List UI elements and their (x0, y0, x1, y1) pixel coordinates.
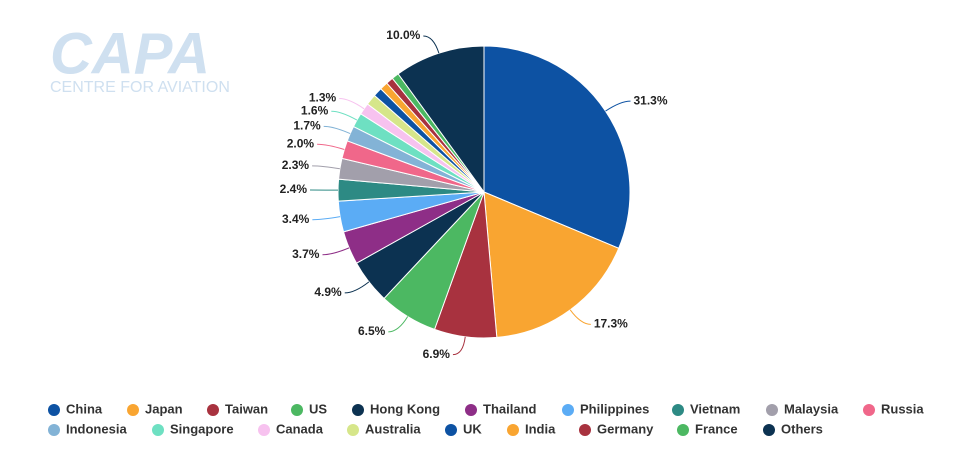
legend-label: India (525, 421, 556, 436)
legend-label: Taiwan (225, 401, 268, 416)
legend-item[interactable]: Hong Kong (352, 401, 440, 416)
legend-marker (352, 404, 364, 416)
legend-marker (258, 424, 270, 436)
legend-label: Japan (145, 401, 183, 416)
connector (452, 336, 466, 356)
connector (388, 316, 409, 333)
legend-marker (579, 424, 591, 436)
connector (331, 110, 358, 121)
data-label: 6.9% (423, 347, 451, 361)
legend-label: Canada (276, 421, 324, 436)
logo-title: CAPA (50, 21, 210, 86)
legend-item[interactable]: Taiwan (207, 401, 268, 416)
legend-label: Others (781, 421, 823, 436)
legend-marker (677, 424, 689, 436)
legend-marker (465, 404, 477, 416)
legend-marker (152, 424, 164, 436)
legend-label: Thailand (483, 401, 537, 416)
data-label: 1.7% (293, 119, 321, 133)
data-label: 2.0% (287, 136, 315, 150)
legend-item[interactable]: Malaysia (766, 401, 839, 416)
legend-item[interactable]: India (507, 421, 556, 436)
connector (339, 98, 365, 110)
legend-label: France (695, 421, 738, 436)
data-label: 4.9% (314, 285, 342, 299)
legend-label: Indonesia (66, 421, 127, 436)
legend-item[interactable]: Canada (258, 421, 324, 436)
legend-label: Australia (365, 421, 421, 436)
legend-marker (672, 404, 684, 416)
legend-label: Germany (597, 421, 654, 436)
legend-item[interactable]: US (291, 401, 327, 416)
data-label: 1.6% (301, 103, 329, 117)
legend-label: Singapore (170, 421, 234, 436)
data-label: 17.3% (594, 317, 628, 331)
legend-marker (291, 404, 303, 416)
logo-subtitle: CENTRE FOR AVIATION (50, 79, 230, 96)
legend-marker (347, 424, 359, 436)
connector (423, 35, 440, 54)
connector (312, 165, 340, 170)
legend-label: US (309, 401, 327, 416)
legend-marker (48, 424, 60, 436)
data-label: 10.0% (386, 28, 420, 42)
legend-label: China (66, 401, 103, 416)
legend-item[interactable]: Thailand (465, 401, 537, 416)
legend-marker (127, 404, 139, 416)
connector (344, 281, 370, 294)
connector (317, 143, 345, 150)
legend-item[interactable]: Indonesia (48, 421, 127, 436)
data-label: 31.3% (634, 93, 668, 107)
legend-label: Hong Kong (370, 401, 440, 416)
legend-item[interactable]: Others (763, 421, 823, 436)
connector (569, 309, 591, 325)
legend-marker (445, 424, 457, 436)
data-label: 3.4% (282, 212, 310, 226)
legend-item[interactable]: Singapore (152, 421, 234, 436)
legend-item[interactable]: Japan (127, 401, 183, 416)
pie-slice (483, 45, 631, 249)
legend-item[interactable]: Vietnam (672, 401, 740, 416)
legend-label: Philippines (580, 401, 649, 416)
legend-item[interactable]: China (48, 401, 103, 416)
legend-marker (48, 404, 60, 416)
legend-item[interactable]: France (677, 421, 738, 436)
data-label: 2.4% (280, 182, 308, 196)
legend-label: Vietnam (690, 401, 740, 416)
legend-marker (562, 404, 574, 416)
connector (605, 100, 631, 112)
legend-marker (766, 404, 778, 416)
data-label: 1.3% (309, 91, 337, 105)
legend-marker (507, 424, 519, 436)
legend-item[interactable]: UK (445, 421, 482, 436)
legend-marker (763, 424, 775, 436)
legend-item[interactable]: Germany (579, 421, 654, 436)
data-label: 6.5% (358, 324, 386, 338)
legend-item[interactable]: Philippines (562, 401, 649, 416)
legend-item[interactable]: Australia (347, 421, 421, 436)
connector (322, 247, 350, 256)
connector (312, 216, 341, 221)
legend-label: Russia (881, 401, 924, 416)
legend-label: UK (463, 421, 482, 436)
data-label: 3.7% (292, 247, 320, 261)
legend-marker (207, 404, 219, 416)
legend-marker (863, 404, 875, 416)
data-label: 2.3% (282, 158, 310, 172)
connector (323, 125, 351, 135)
legend-item[interactable]: Russia (863, 401, 924, 416)
legend-label: Malaysia (784, 401, 839, 416)
